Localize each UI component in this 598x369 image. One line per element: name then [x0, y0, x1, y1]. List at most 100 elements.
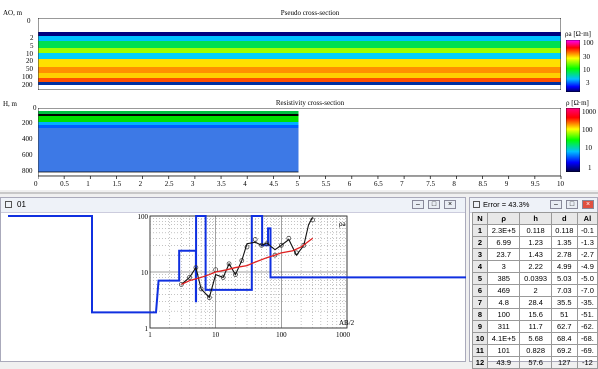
table-row-number: 1 — [472, 224, 488, 237]
x-tick-10: 10 — [212, 331, 220, 339]
table-row[interactable]: 2 6.99 1.23 1.35 -1.3 — [472, 236, 598, 249]
resist-section-title: Resistivity cross-section — [275, 99, 345, 107]
table-cell[interactable]: -1.3 — [576, 236, 598, 249]
table-cell[interactable]: -2.7 — [576, 248, 598, 261]
table-cell[interactable]: 1.43 — [519, 248, 552, 261]
table-cell[interactable]: 0.118 — [519, 224, 552, 237]
table-cell[interactable]: 469 — [486, 284, 521, 297]
pseudo-section-plot[interactable] — [38, 18, 561, 90]
table-cell[interactable]: 6.99 — [486, 236, 521, 249]
table-row-number: 7 — [472, 296, 488, 309]
table-cell[interactable]: 101 — [486, 344, 521, 357]
table-row[interactable]: 10 4.1E+5 5.68 68.4 -68. — [472, 332, 598, 345]
window-icon — [5, 201, 12, 208]
sounding-window-title: 01 — [17, 200, 26, 209]
sounding-curve-plot[interactable]: ρa AB/2 100 10 11 10 100 1000 — [0, 212, 466, 362]
model-table-titlebar[interactable]: Error = 43.3% – □ × — [470, 198, 597, 213]
panel-divider — [0, 192, 598, 194]
table-cell[interactable]: -5.0 — [576, 272, 598, 285]
table-cell[interactable]: 51 — [550, 308, 578, 321]
table-cell[interactable]: 43.9 — [486, 356, 521, 369]
table-row-number: 6 — [472, 284, 488, 297]
pseudo-band-5 — [38, 53, 561, 59]
pseudo-axis-label: AO, m — [3, 9, 23, 17]
table-cell[interactable]: 311 — [486, 320, 521, 333]
table-cell[interactable]: 11.7 — [519, 320, 552, 333]
table-cell[interactable]: 0.118 — [550, 224, 578, 237]
table-cell[interactable]: 3 — [486, 260, 521, 273]
table-row-number: 12 — [472, 356, 488, 369]
table-cell[interactable]: -35. — [576, 296, 598, 309]
table-cell[interactable]: 0.0393 — [519, 272, 552, 285]
table-cell[interactable]: 57.6 — [519, 356, 552, 369]
x-axis-tick-label: 10 — [557, 180, 564, 188]
table-cell[interactable]: -12 — [576, 356, 598, 369]
sounding-window-titlebar[interactable]: 01 – □ × — [1, 198, 465, 213]
table-cell[interactable]: 385 — [486, 272, 521, 285]
table-cell[interactable]: 62.7 — [550, 320, 578, 333]
table-row[interactable]: 5 385 0.0393 5.03 -5.0 — [472, 272, 598, 285]
table-cell[interactable]: -4.9 — [576, 260, 598, 273]
table-cell[interactable]: 35.5 — [550, 296, 578, 309]
table-row[interactable]: 3 23.7 1.43 2.78 -2.7 — [472, 248, 598, 261]
table-cell[interactable]: 1.23 — [519, 236, 552, 249]
table-cell[interactable]: 4.99 — [550, 260, 578, 273]
table-cell[interactable]: 5.03 — [550, 272, 578, 285]
resist-scale-tick-1000: 1000 — [582, 108, 596, 116]
table-column-header[interactable]: ρ — [486, 212, 521, 225]
table-cell[interactable]: 0.828 — [519, 344, 552, 357]
table-row[interactable]: 4 3 2.22 4.99 -4.9 — [472, 260, 598, 273]
x-axis-tick-label: 8 — [452, 180, 456, 188]
table-cell[interactable]: -7.0 — [576, 284, 598, 297]
table-row[interactable]: 1 2.3E+5 0.118 0.118 -0.1 — [472, 224, 598, 237]
table-cell[interactable]: 15.6 — [519, 308, 552, 321]
table-cell[interactable]: 2.78 — [550, 248, 578, 261]
table-cell[interactable]: 23.7 — [486, 248, 521, 261]
table-row-number: 9 — [472, 320, 488, 333]
pseudo-band-3 — [38, 41, 561, 48]
table-cell[interactable]: -62. — [576, 320, 598, 333]
table-column-header[interactable]: Al — [576, 212, 598, 225]
resist-tick-600: 600 — [22, 151, 33, 159]
table-column-header[interactable]: h — [519, 212, 552, 225]
table-close-button[interactable]: × — [582, 200, 594, 209]
table-cell[interactable]: 4.1E+5 — [486, 332, 521, 345]
table-cell[interactable]: 1.35 — [550, 236, 578, 249]
table-row[interactable]: 7 4.8 28.4 35.5 -35. — [472, 296, 598, 309]
table-maximize-button[interactable]: □ — [566, 200, 578, 209]
maximize-button[interactable]: □ — [428, 200, 440, 209]
table-cell[interactable]: 5.68 — [519, 332, 552, 345]
table-column-header[interactable]: d — [550, 212, 578, 225]
table-cell[interactable]: 127 — [550, 356, 578, 369]
table-row[interactable]: 11 101 0.828 69.2 -69. — [472, 344, 598, 357]
table-cell[interactable]: 2 — [519, 284, 552, 297]
table-cell[interactable]: -68. — [576, 332, 598, 345]
close-button[interactable]: × — [444, 200, 456, 209]
table-minimize-button[interactable]: – — [550, 200, 562, 209]
pseudo-band-6 — [38, 59, 561, 67]
table-cell[interactable]: 100 — [486, 308, 521, 321]
table-row[interactable]: 6 469 2 7.03 -7.0 — [472, 284, 598, 297]
table-cell[interactable]: 2.22 — [519, 260, 552, 273]
table-row[interactable]: 8 100 15.6 51 -51. — [472, 308, 598, 321]
resist-tick-0: 0 — [33, 104, 37, 112]
table-row[interactable]: 12 43.9 57.6 127 -12 — [472, 356, 598, 369]
table-cell[interactable]: 7.03 — [550, 284, 578, 297]
table-cell[interactable]: -51. — [576, 308, 598, 321]
table-column-header[interactable]: N — [472, 212, 488, 225]
pseudo-tick-20: 20 — [26, 57, 33, 65]
table-cell[interactable]: 4.8 — [486, 296, 521, 309]
x-axis-tick-label: 0.5 — [60, 180, 69, 188]
table-cell[interactable]: 68.4 — [550, 332, 578, 345]
table-cell[interactable]: 69.2 — [550, 344, 578, 357]
x-axis-tick-label: 2.5 — [164, 180, 174, 188]
table-cell[interactable]: -69. — [576, 344, 598, 357]
table-cell[interactable]: 28.4 — [519, 296, 552, 309]
minimize-button[interactable]: – — [412, 200, 424, 209]
table-cell[interactable]: -0.1 — [576, 224, 598, 237]
resist-section-plot[interactable] — [38, 108, 561, 176]
pseudo-band-2 — [38, 36, 561, 41]
table-row[interactable]: 9 311 11.7 62.7 -62. — [472, 320, 598, 333]
table-cell[interactable]: 2.3E+5 — [486, 224, 521, 237]
